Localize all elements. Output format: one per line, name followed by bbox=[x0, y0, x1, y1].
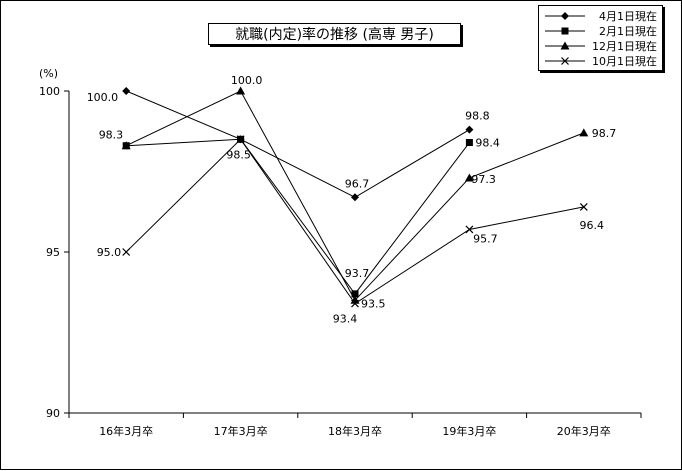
axes: 90 95 100 16年3月卒 17年3月卒 18年3月卒 19年3月卒 20年3月卒 bbox=[39, 85, 642, 438]
chart-title-box: 就職(内定)率の推移 (高専 男子) bbox=[208, 23, 461, 45]
data-label: 98.4 bbox=[475, 137, 500, 150]
data-label: 93.7 bbox=[345, 267, 370, 280]
data-point-diamond bbox=[351, 193, 359, 202]
series-line-2 bbox=[126, 138, 470, 295]
data-label: 100.0 bbox=[231, 74, 263, 87]
legend-label: 10月1日現在 bbox=[592, 55, 657, 68]
x-tick-label: 19年3月卒 bbox=[442, 424, 496, 438]
data-label: 98.3 bbox=[99, 129, 124, 142]
data-point-triangle bbox=[236, 86, 246, 95]
legend-marker-triangle bbox=[560, 41, 570, 50]
legend-label: 4月1日現在 bbox=[599, 10, 657, 23]
data-label: 93.5 bbox=[361, 297, 386, 310]
data-point-triangle bbox=[579, 128, 589, 137]
data-label: 95.0 bbox=[97, 246, 122, 259]
data-point-cross bbox=[351, 299, 359, 308]
legend-label: 2月1日現在 bbox=[599, 25, 657, 38]
data-point-diamond bbox=[465, 125, 474, 134]
legend-marker-cross bbox=[561, 57, 569, 65]
data-point-square bbox=[351, 290, 359, 298]
data-point-cross bbox=[465, 225, 474, 234]
y-tick-label: 100 bbox=[39, 85, 60, 98]
data-label: 98.7 bbox=[592, 127, 617, 140]
chart-title: 就職(内定)率の推移 (高専 男子) bbox=[235, 27, 434, 43]
legend-item: 10月1日現在 bbox=[545, 55, 657, 68]
data-label: 98.5 bbox=[226, 148, 251, 161]
data-label: 100.0 bbox=[87, 91, 119, 104]
x-tick-label: 20年3月卒 bbox=[557, 424, 611, 438]
x-tick-label: 16年3月卒 bbox=[99, 424, 153, 438]
legend-item: 2月1日現在 bbox=[545, 25, 657, 38]
series-line-1 bbox=[126, 90, 470, 198]
legend-marker-square bbox=[561, 27, 569, 35]
y-tick-label: 95 bbox=[46, 246, 60, 259]
data-label: 95.7 bbox=[473, 232, 498, 245]
legend-item: 4月1日現在 bbox=[545, 10, 657, 23]
legend-label: 12月1日現在 bbox=[592, 40, 657, 53]
legend-marker-diamond bbox=[561, 12, 569, 20]
data-point-cross bbox=[236, 135, 245, 144]
data-label: 96.7 bbox=[345, 177, 370, 190]
legend: 4月1日現在 2月1日現在 12月1日現在 10月1日現在 bbox=[538, 5, 663, 71]
legend-item: 12月1日現在 bbox=[545, 40, 657, 53]
y-tick-label: 90 bbox=[46, 407, 60, 420]
data-point-triangle bbox=[464, 173, 474, 182]
data-point-triangle bbox=[121, 141, 131, 150]
series-markers bbox=[121, 86, 589, 308]
data-labels: 100.0 98.3 95.0 100.0 98.5 96.7 93.7 93.493.5 98… bbox=[87, 74, 617, 326]
y-axis-unit-label: (%) bbox=[39, 67, 58, 80]
data-point-cross bbox=[122, 248, 131, 256]
data-label: 93.4 bbox=[333, 313, 358, 326]
data-point-square bbox=[465, 139, 473, 147]
data-label: 97.3 bbox=[471, 173, 496, 186]
data-point-cross bbox=[579, 202, 588, 211]
data-label: 98.8 bbox=[465, 110, 490, 123]
data-label: 96.4 bbox=[580, 219, 605, 232]
x-tick-label: 17年3月卒 bbox=[214, 424, 268, 438]
legend-entries: 4月1日現在 2月1日現在 12月1日現在 10月1日現在 bbox=[545, 10, 657, 68]
x-tick-label: 18年3月卒 bbox=[328, 424, 382, 438]
data-point-diamond bbox=[122, 87, 131, 95]
